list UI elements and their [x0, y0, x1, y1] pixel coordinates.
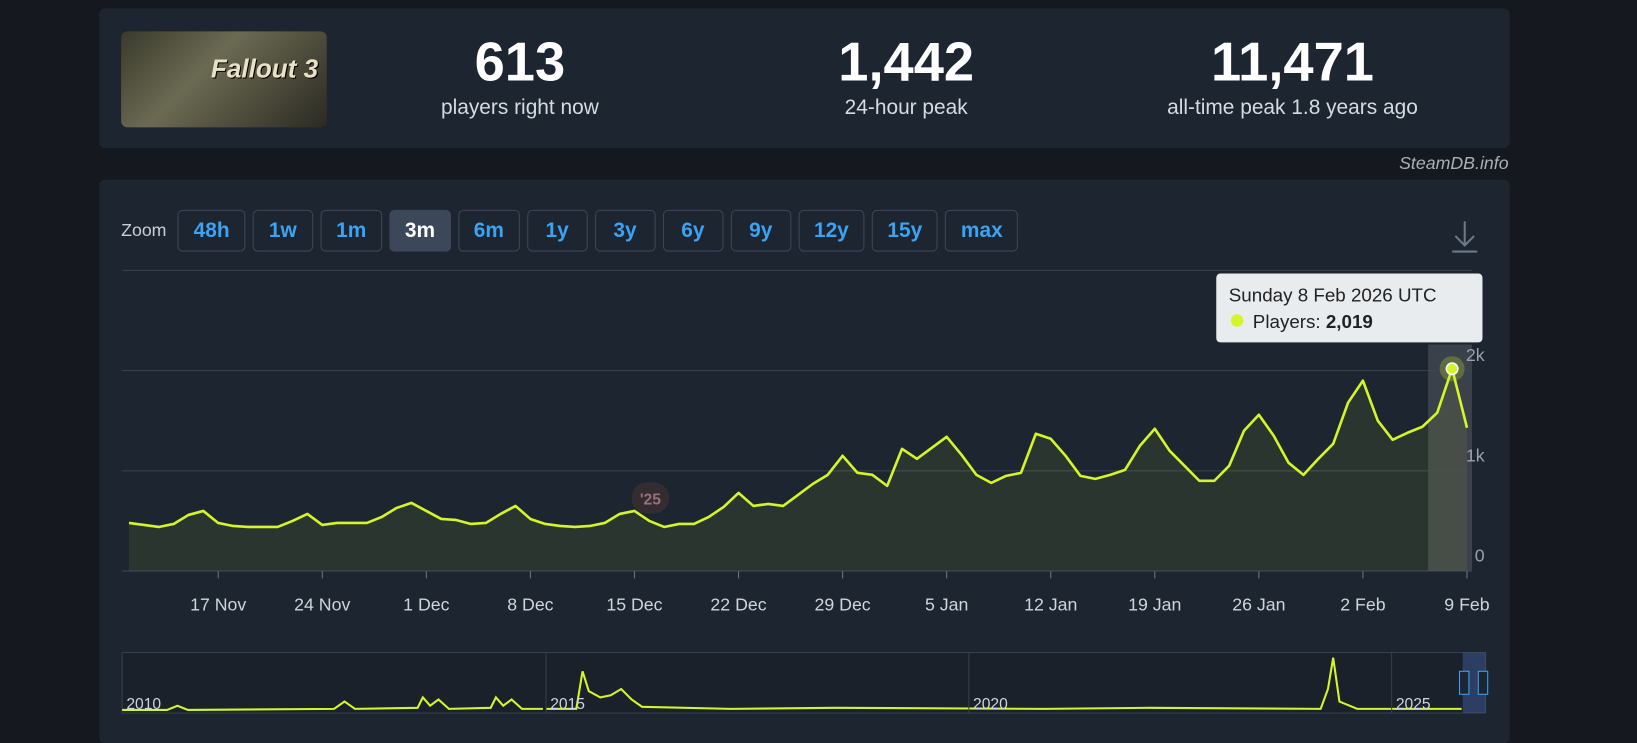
zoom-button[interactable]: max: [945, 209, 1019, 252]
point: [1445, 362, 1459, 376]
navigator-year: 2010: [126, 696, 161, 713]
x-tick-label: 22 Dec: [710, 595, 766, 615]
zoom-button[interactable]: 1y: [526, 209, 588, 252]
x-tick-label: 8 Dec: [507, 595, 553, 615]
zoom-label: Zoom: [121, 220, 167, 241]
logo-text: Fallout 3: [210, 54, 319, 84]
tooltip-title: Sunday 8 Feb 2026 UTC: [1229, 285, 1437, 306]
hover-band: [1428, 344, 1473, 572]
stat-value: 1,442: [838, 32, 975, 93]
stat-value: 11,471: [1210, 32, 1375, 93]
header-panel: [99, 8, 1510, 149]
zoom-button[interactable]: 3y: [594, 209, 656, 252]
x-tick-label: 9 Feb: [1444, 595, 1489, 615]
navigator-year: 2025: [1396, 696, 1431, 713]
x-tick-label: 15 Dec: [606, 595, 662, 615]
stat-label: 24-hour peak: [844, 96, 968, 120]
x-tick-label: 5 Jan: [925, 595, 968, 615]
x-tick-label: 29 Dec: [814, 595, 870, 615]
zoom-button[interactable]: 1w: [252, 209, 314, 252]
x-tick-label: 26 Jan: [1232, 595, 1285, 615]
y-tick-label: 0: [1475, 546, 1485, 566]
game-logo: Fallout 3: [121, 31, 327, 128]
source[interactable]: SteamDB.info: [1399, 153, 1509, 174]
navigator-year: 2015: [550, 696, 585, 713]
zoom-button[interactable]: 15y: [871, 209, 938, 252]
zoom-button[interactable]: 3m: [389, 209, 451, 252]
tooltip-label: Players:: [1253, 311, 1321, 332]
zoom-button[interactable]: 1m: [320, 209, 382, 252]
tooltip-swatch: [1230, 314, 1244, 327]
line: [128, 367, 1469, 529]
navigator-handle[interactable]: [1477, 670, 1489, 695]
navigator-selection[interactable]: [1462, 652, 1486, 714]
download-icon[interactable]: [1452, 221, 1478, 253]
stat-value: 613: [474, 32, 566, 93]
zoom-button[interactable]: 48h: [177, 209, 246, 252]
year-marker: '25: [640, 491, 661, 508]
tooltip: Sunday 8 Feb 2026 UTC Players: 2,019: [1216, 273, 1483, 343]
navigator-frame: [121, 651, 1487, 714]
stat: 1,442 24-hour peak: [718, 31, 1094, 120]
zoom-button[interactable]: 9y: [730, 209, 791, 252]
navigator: 2010 2015 2020 2025: [121, 651, 1489, 714]
navigator-line: [122, 657, 1462, 711]
x-tick-label: 1 Dec: [403, 595, 449, 615]
zoom-button[interactable]: 6y: [662, 209, 724, 252]
tooltip-value: 2,019: [1326, 311, 1373, 332]
y-tick-label: 2k: [1466, 345, 1485, 365]
x-tick-label: 17 Nov: [190, 595, 246, 615]
y-tick-label: 1k: [1466, 445, 1485, 465]
x-tick-label: 2 Feb: [1340, 595, 1385, 615]
stat: 613 players right now: [332, 31, 708, 120]
area: [128, 368, 1467, 572]
x-tick-label: 24 Nov: [294, 595, 350, 615]
stat-label: all-time peak 1.8 years ago: [1167, 96, 1418, 120]
tooltip-text: Players: 2,019: [1253, 311, 1373, 332]
zoom-button[interactable]: 6m: [458, 209, 520, 252]
chart-panel: [99, 179, 1510, 743]
navigator-handle[interactable]: [1458, 670, 1470, 695]
tooltip-box: [1216, 273, 1483, 343]
navigator-year: 2020: [973, 696, 1008, 713]
year-marker-bg: [631, 482, 670, 514]
x-tick-label: 19 Jan: [1128, 595, 1181, 615]
zoom-bar: Zoom 48h 1w 1m 3m 6m 1y 3y 6y 9y 12y 15y max: [121, 209, 1019, 252]
stat: 11,471 all-time peak 1.8 years ago: [1105, 31, 1481, 120]
zoom-button[interactable]: 12y: [798, 209, 865, 252]
stat-label: players right now: [440, 96, 599, 120]
x-tick-label: 12 Jan: [1024, 595, 1077, 615]
